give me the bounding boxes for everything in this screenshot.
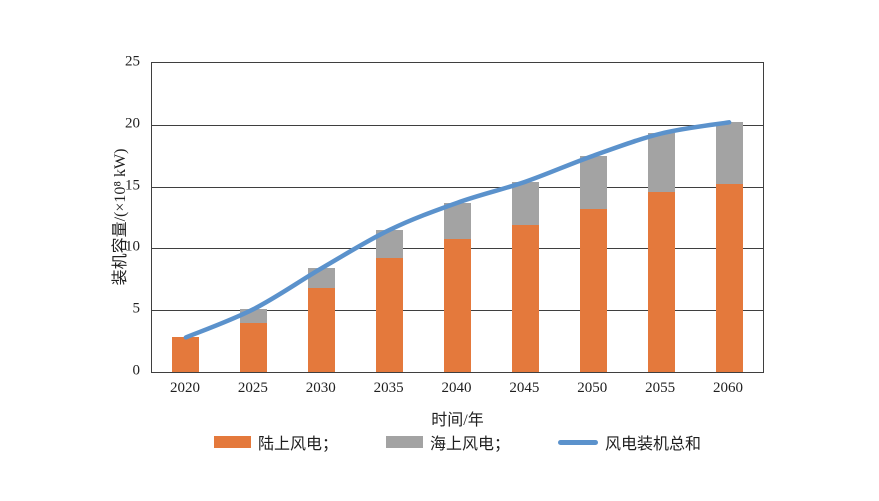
- x-tick-label-2060: 2060: [713, 380, 744, 396]
- bar-segment-offshore-wind-2045: [511, 181, 539, 225]
- x-tick-label-2050: 2050: [577, 380, 608, 396]
- x-tick-label-2030: 2030: [305, 380, 336, 396]
- bar-segment-onshore-wind-2030: [308, 287, 336, 372]
- bar-segment-offshore-wind-2050: [579, 155, 607, 209]
- x-axis: 2020 2025 2030 2035 2040 2045 2050 2055 2060: [151, 381, 764, 401]
- legend-label-offshore-wind: 海上风电；: [429, 436, 510, 453]
- y-tick-label-5: 5: [132, 300, 141, 317]
- bar-segment-offshore-wind-2040: [444, 202, 471, 239]
- legend-swatch-offshore-wind: [385, 436, 423, 448]
- y-tick-label-20: 20: [125, 115, 140, 132]
- bar-segment-onshore-wind-2025: [240, 322, 268, 372]
- legend-item-onshore-wind: 陆上风电；: [213, 430, 338, 454]
- legend-label-total-wind: 风电装机总和: [605, 436, 702, 453]
- x-tick-label-2055: 2055: [645, 380, 676, 396]
- plot-area: [151, 62, 764, 373]
- y-axis: 0 5 10 15 20 25: [0, 54, 144, 378]
- y-tick-label-0: 0: [132, 362, 141, 379]
- total-line: [183, 120, 732, 340]
- x-tick-label-2045: 2045: [509, 380, 540, 396]
- x-tick-label-2025: 2025: [237, 380, 268, 396]
- legend-item-total-wind: 风电装机总和: [558, 430, 701, 454]
- bar-segment-onshore-wind-2035: [376, 258, 404, 372]
- bar-segment-offshore-wind-2060: [715, 122, 743, 185]
- bar-segment-onshore-wind-2055: [647, 191, 675, 372]
- bar-segment-onshore-wind-2060: [715, 184, 743, 372]
- bar-segment-onshore-wind-2045: [511, 224, 539, 372]
- x-tick-label-2040: 2040: [441, 380, 472, 396]
- bar-segment-onshore-wind-2020: [172, 337, 200, 372]
- legend-item-offshore-wind: 海上风电；: [385, 430, 510, 454]
- x-axis-title: 时间/年: [431, 412, 484, 429]
- total-line-layer: [183, 120, 732, 340]
- bar-segment-onshore-wind-2040: [444, 238, 471, 372]
- x-tick-label-2020: 2020: [169, 380, 200, 396]
- bar-segment-offshore-wind-2055: [647, 133, 675, 192]
- y-tick-label-15: 15: [125, 177, 140, 194]
- y-tick-label-10: 10: [125, 238, 140, 255]
- bar-segment-onshore-wind-2050: [579, 208, 607, 372]
- legend-swatch-total-wind: [558, 439, 598, 445]
- gridline-y-20: [152, 124, 763, 126]
- legend-swatch-onshore-wind: [213, 436, 251, 448]
- x-tick-label-2035: 2035: [373, 380, 404, 396]
- legend-label-onshore-wind: 陆上风电；: [257, 436, 338, 453]
- legend: 陆上风电； 海上风电； 风电装机总和: [151, 430, 764, 454]
- y-tick-label-25: 25: [125, 53, 140, 70]
- gridline-y-15: [152, 186, 763, 188]
